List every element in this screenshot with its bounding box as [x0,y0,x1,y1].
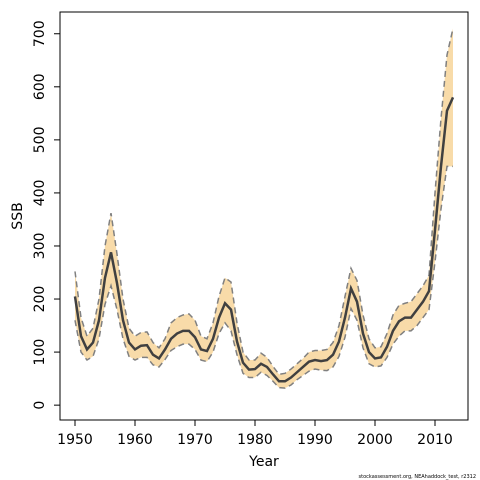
x-axis-label: Year [248,454,279,470]
y-tick-label: 700 [32,20,48,47]
y-tick-label: 600 [32,73,48,100]
y-tick-label: 300 [32,233,48,260]
x-tick-label: 2010 [417,432,453,448]
x-tick-label: 1960 [117,432,153,448]
x-tick-label: 2000 [357,432,393,448]
x-tick-label: 1990 [297,432,333,448]
y-tick-label: 100 [32,339,48,366]
y-tick-label: 500 [32,126,48,153]
y-tick-label: 400 [32,180,48,207]
bound-line [74,28,454,376]
y-tick-label: 0 [32,401,48,410]
x-tick-label: 1970 [177,432,213,448]
plot-frame [59,11,469,421]
confidence-band [75,28,453,389]
estimate-line [73,96,455,383]
x-tick-label: 1950 [57,432,93,448]
footnote: stockassessment.org, NEAhaddock_test, r2… [359,474,476,480]
y-tick-label: 200 [32,286,48,313]
x-tick-label: 1980 [237,432,273,448]
y-axis-label: SSB [10,202,26,229]
bound-line [74,165,453,389]
